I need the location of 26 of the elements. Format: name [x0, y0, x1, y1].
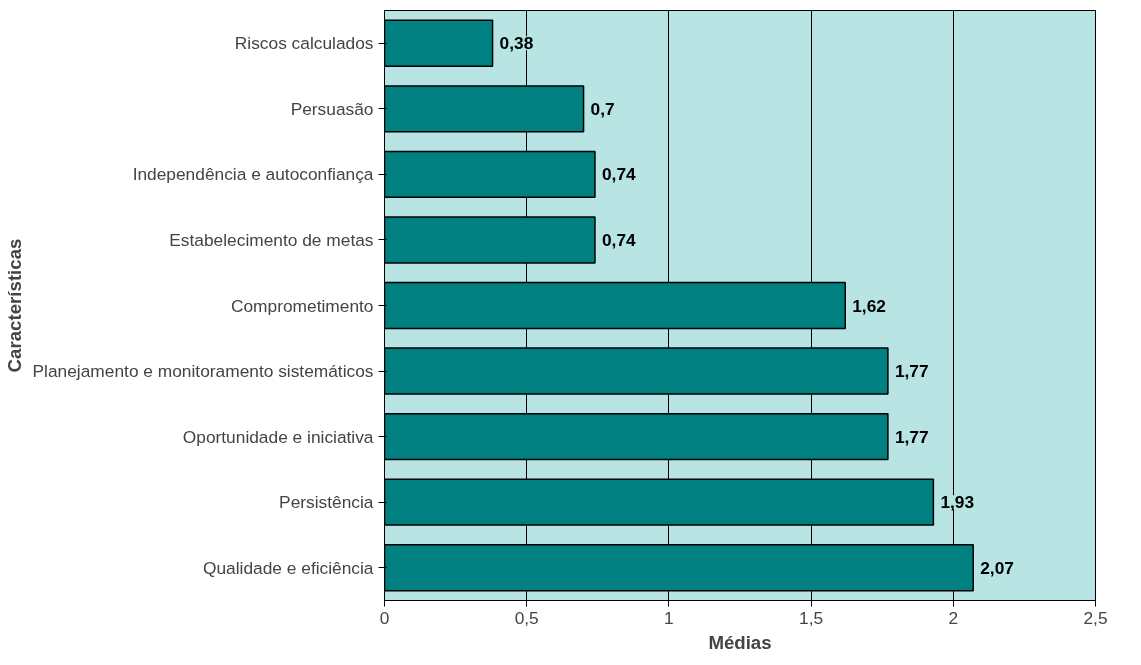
data-label: 1,77 — [894, 361, 929, 382]
y-tick-label: Independência e autoconfiança — [132, 164, 374, 185]
y-tick-label: Qualidade e eficiência — [202, 557, 374, 578]
data-label: 0,7 — [590, 98, 615, 119]
y-tick-label: Persistência — [279, 492, 374, 513]
y-tick-label: Planejamento e monitoramento sistemáticos — [32, 361, 374, 382]
y-axis-title: Características — [3, 238, 25, 373]
y-tick-label: Comprometimento — [230, 295, 374, 316]
x-tick-label: 2,5 — [1083, 607, 1108, 628]
data-label: 2,07 — [980, 557, 1014, 578]
y-tick-label: Persuasão — [290, 98, 374, 119]
x-axis-title: Médias — [708, 631, 772, 653]
y-tick-label: Riscos calculados — [234, 33, 374, 54]
x-tick-label: 0 — [379, 607, 390, 628]
y-tick-label: Oportunidade e iniciativa — [182, 426, 374, 447]
data-label: 1,62 — [852, 295, 886, 316]
data-label: 0,38 — [499, 33, 534, 54]
x-tick-label: 2 — [948, 607, 959, 628]
data-label: 1,93 — [940, 492, 975, 513]
data-label: 0,74 — [601, 164, 637, 185]
data-label: 1,77 — [894, 426, 929, 447]
data-label: 0,74 — [601, 229, 637, 250]
x-tick-label: 1 — [664, 607, 674, 628]
x-tick-label: 0,5 — [514, 607, 539, 628]
x-tick-label: 1,5 — [799, 607, 824, 628]
y-tick-label: Estabelecimento de metas — [169, 229, 374, 250]
